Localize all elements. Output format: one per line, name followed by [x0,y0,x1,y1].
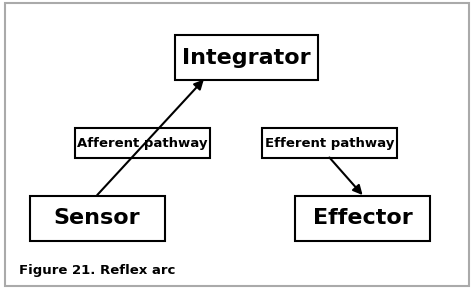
Text: Afferent pathway: Afferent pathway [77,137,208,149]
Bar [262,128,397,158]
Bar [295,196,430,240]
Text: Integrator: Integrator [182,48,311,68]
Text: Effector: Effector [313,208,412,228]
Bar [75,128,210,158]
Text: Efferent pathway: Efferent pathway [265,137,394,149]
Text: Figure 21. Reflex arc: Figure 21. Reflex arc [19,264,175,277]
Bar [29,196,164,240]
Text: Sensor: Sensor [54,208,140,228]
Bar [175,35,318,80]
